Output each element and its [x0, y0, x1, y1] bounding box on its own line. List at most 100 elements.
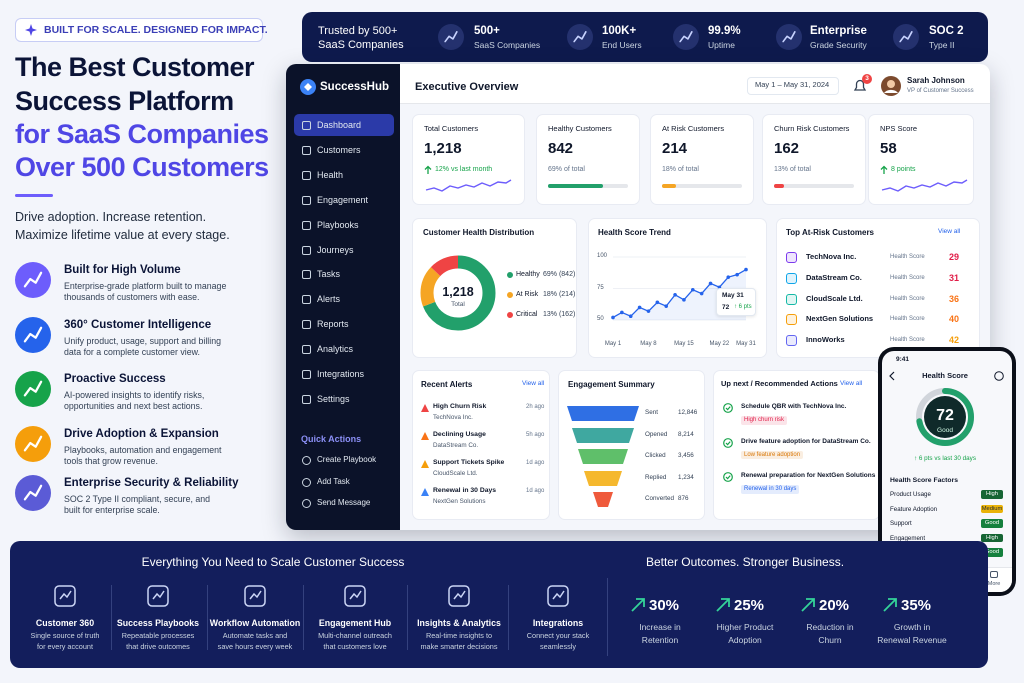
factor-level: Good: [981, 519, 1003, 528]
date-text[interactable]: May 1 – May 31, 2024: [755, 80, 830, 89]
feature-icon-part: [23, 326, 43, 343]
avatar-part: [887, 80, 895, 88]
divider: [508, 585, 509, 650]
bottom-item-desc: Repeatable processes: [121, 631, 195, 640]
company-logo: [786, 293, 797, 305]
feature-desc: tools that grow revenue.: [64, 456, 158, 466]
kpi-card: [412, 114, 525, 205]
trust-value: Enterprise: [810, 25, 867, 37]
card: [713, 370, 880, 520]
nav-item[interactable]: Customers: [317, 144, 361, 155]
tagline: Drive adoption. Increase retention.: [15, 210, 207, 224]
nav-item[interactable]: Settings: [317, 393, 350, 404]
quick-item[interactable]: Create Playbook: [317, 455, 377, 464]
outcome-label: Churn: [818, 635, 842, 645]
nav-item[interactable]: Health: [317, 169, 344, 180]
alert-icon: [421, 404, 429, 412]
nav-item[interactable]: Engagement: [317, 194, 369, 205]
legend-value: 18% (214): [543, 291, 576, 298]
outcome-label: Growth in: [893, 622, 931, 632]
factor-level: High: [981, 490, 1003, 499]
nav-icon: [302, 245, 311, 255]
view-all-link[interactable]: View all: [938, 228, 961, 235]
funnel-stage-shape: [593, 492, 613, 507]
factor-name: Support: [890, 520, 912, 528]
phone-info: [994, 371, 1004, 381]
feature-icon: [15, 371, 51, 407]
funnel-stage-shape-part: [578, 449, 628, 464]
trust-value: SOC 2: [929, 25, 964, 37]
kpi-label: Churn Risk Customers: [774, 124, 850, 133]
trust-icon: [673, 24, 699, 50]
feature-desc: built for enterprise scale.: [64, 505, 160, 515]
divider: [207, 585, 208, 650]
metric-label: Health Score: [890, 337, 925, 344]
bottom-item-desc: make smarter decisions: [420, 642, 498, 651]
company-name[interactable]: DataStream Co.: [806, 272, 862, 282]
factor-level: High: [981, 533, 1003, 543]
tab-label[interactable]: More: [987, 581, 1001, 587]
gauge-part: [916, 388, 974, 446]
nav-item[interactable]: Alerts: [317, 294, 341, 305]
gauge-change: ↑ 6 pts vs last 30 days: [914, 455, 976, 462]
view-all-link[interactable]: View all: [840, 380, 863, 387]
nav-item[interactable]: Playbooks: [317, 219, 359, 230]
trend-point: [628, 314, 633, 319]
outcome-value: 30%: [649, 597, 680, 614]
kpi-value: 58: [880, 140, 897, 157]
outcome-icon: [631, 598, 645, 612]
phone-time: 9:41: [896, 356, 910, 363]
bottom-title: Everything You Need to Scale Customer Su…: [141, 555, 405, 569]
nav-icon: [302, 345, 311, 355]
nav-item[interactable]: Analytics: [317, 344, 354, 355]
nav-item[interactable]: Tasks: [317, 269, 341, 280]
factor-name: Feature Adoption: [890, 505, 938, 513]
funnel-count: 876: [678, 495, 689, 502]
quick-item[interactable]: Add Task: [317, 476, 350, 486]
nav-item[interactable]: Dashboard: [317, 120, 362, 130]
nav-icon: [302, 170, 311, 180]
trust-lead: SaaS Companies: [318, 39, 404, 51]
progress-track: [662, 184, 742, 188]
quick-item[interactable]: Send Message: [317, 498, 371, 507]
card: [412, 370, 550, 520]
company-name[interactable]: NextGen Solutions: [806, 314, 874, 324]
kpi-value: 214: [662, 140, 688, 157]
check-icon-part: [725, 475, 731, 480]
bottom-icon-part: [244, 585, 266, 607]
company-name[interactable]: InnoWorks: [806, 335, 845, 345]
view-all-link[interactable]: View all: [522, 380, 545, 387]
action-tag: Low feature adoption: [741, 450, 804, 460]
trust-icon: [567, 24, 593, 50]
feature-title: Enterprise Security & Reliability: [64, 477, 239, 489]
nav-item[interactable]: Journeys: [317, 244, 354, 255]
brand-name: SuccessHub: [320, 81, 390, 93]
bottom-panel: [10, 541, 988, 668]
bottom-item-desc: Single source of truth: [30, 631, 100, 640]
funnel-stage: Clicked: [645, 452, 666, 459]
outcome-label: Retention: [641, 635, 679, 645]
legend-value: 13% (162): [543, 311, 576, 318]
health-score: 36: [949, 293, 960, 304]
sparkle-part: [25, 24, 37, 36]
bottom-item-desc: that drive outcomes: [126, 642, 190, 651]
bottom-icon-part: [147, 585, 169, 607]
alert-time: 1d ago: [526, 460, 545, 466]
badge: [15, 18, 263, 42]
feature-desc: AI-powered insights to identify risks,: [64, 390, 205, 400]
kpi-value: 1,218: [424, 140, 462, 157]
sparkle: [25, 24, 37, 36]
trust-icon-part: [573, 30, 587, 43]
action-title[interactable]: Schedule QBR with TechNova Inc.: [741, 403, 847, 410]
action-title[interactable]: Renewal preparation for NextGen Solution…: [741, 472, 876, 479]
feature-icon: [15, 475, 51, 511]
card-title: Customer Health Distribution: [423, 228, 535, 237]
trust-lead: Trusted by 500+: [318, 25, 398, 37]
action-title[interactable]: Drive feature adoption for DataStream Co…: [741, 437, 871, 445]
nav-item[interactable]: Reports: [317, 319, 349, 330]
nav-item[interactable]: Integrations: [317, 369, 365, 379]
hero-title-accent: Over 500 Customers: [15, 152, 269, 182]
brand-logo-part: [304, 83, 312, 91]
company-name[interactable]: TechNova Inc.: [806, 252, 857, 261]
company-name[interactable]: CloudScale Ltd.: [806, 293, 863, 303]
